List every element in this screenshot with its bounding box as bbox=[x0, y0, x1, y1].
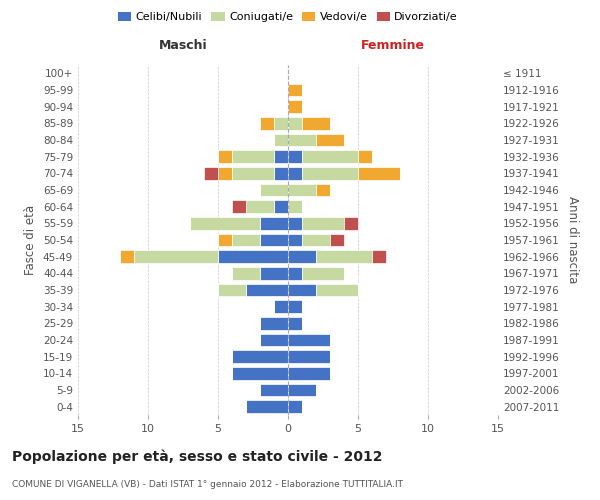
Bar bbox=[260, 317, 288, 330]
Bar bbox=[302, 234, 330, 246]
Bar bbox=[302, 267, 344, 280]
Bar bbox=[288, 100, 302, 113]
Bar bbox=[232, 200, 246, 213]
Bar bbox=[288, 400, 302, 413]
Bar bbox=[260, 334, 288, 346]
Bar bbox=[302, 167, 358, 179]
Y-axis label: Fasce di età: Fasce di età bbox=[25, 205, 37, 275]
Bar bbox=[218, 284, 246, 296]
Bar bbox=[288, 134, 316, 146]
Bar bbox=[288, 84, 302, 96]
Bar bbox=[274, 150, 288, 163]
Bar bbox=[316, 284, 358, 296]
Bar bbox=[302, 217, 344, 230]
Bar bbox=[232, 367, 288, 380]
Bar bbox=[288, 367, 330, 380]
Bar bbox=[274, 167, 288, 179]
Bar bbox=[260, 234, 288, 246]
Bar bbox=[288, 234, 302, 246]
Bar bbox=[274, 117, 288, 130]
Bar bbox=[260, 267, 288, 280]
Bar bbox=[274, 134, 288, 146]
Bar bbox=[218, 150, 232, 163]
Bar bbox=[260, 384, 288, 396]
Bar bbox=[358, 150, 372, 163]
Bar bbox=[288, 334, 330, 346]
Bar bbox=[190, 217, 260, 230]
Text: Femmine: Femmine bbox=[361, 38, 425, 52]
Bar bbox=[316, 134, 344, 146]
Bar bbox=[330, 234, 344, 246]
Bar bbox=[288, 250, 316, 263]
Text: Maschi: Maschi bbox=[158, 38, 208, 52]
Bar bbox=[246, 400, 288, 413]
Bar bbox=[232, 150, 274, 163]
Bar bbox=[260, 184, 288, 196]
Bar bbox=[274, 200, 288, 213]
Y-axis label: Anni di nascita: Anni di nascita bbox=[566, 196, 579, 284]
Bar bbox=[274, 300, 288, 313]
Bar bbox=[316, 250, 372, 263]
Bar bbox=[232, 267, 260, 280]
Bar bbox=[246, 284, 288, 296]
Bar bbox=[372, 250, 386, 263]
Bar bbox=[288, 150, 302, 163]
Bar bbox=[134, 250, 218, 263]
Text: Popolazione per età, sesso e stato civile - 2012: Popolazione per età, sesso e stato civil… bbox=[12, 450, 383, 464]
Bar bbox=[288, 200, 302, 213]
Bar bbox=[358, 167, 400, 179]
Bar bbox=[288, 284, 316, 296]
Bar bbox=[232, 167, 274, 179]
Bar bbox=[288, 117, 302, 130]
Bar bbox=[288, 350, 330, 363]
Bar bbox=[246, 200, 274, 213]
Bar bbox=[120, 250, 134, 263]
Bar bbox=[288, 267, 302, 280]
Bar bbox=[288, 217, 302, 230]
Bar bbox=[288, 384, 316, 396]
Bar bbox=[218, 167, 232, 179]
Bar bbox=[302, 117, 330, 130]
Bar bbox=[218, 250, 288, 263]
Bar bbox=[288, 184, 316, 196]
Bar bbox=[288, 167, 302, 179]
Bar bbox=[260, 117, 274, 130]
Bar bbox=[232, 234, 260, 246]
Bar bbox=[344, 217, 358, 230]
Legend: Celibi/Nubili, Coniugati/e, Vedovi/e, Divorziati/e: Celibi/Nubili, Coniugati/e, Vedovi/e, Di… bbox=[113, 8, 463, 27]
Bar bbox=[260, 217, 288, 230]
Bar bbox=[232, 350, 288, 363]
Bar bbox=[218, 234, 232, 246]
Bar bbox=[302, 150, 358, 163]
Bar bbox=[288, 300, 302, 313]
Bar bbox=[204, 167, 218, 179]
Text: COMUNE DI VIGANELLA (VB) - Dati ISTAT 1° gennaio 2012 - Elaborazione TUTTITALIA.: COMUNE DI VIGANELLA (VB) - Dati ISTAT 1°… bbox=[12, 480, 403, 489]
Bar bbox=[288, 317, 302, 330]
Bar bbox=[316, 184, 330, 196]
